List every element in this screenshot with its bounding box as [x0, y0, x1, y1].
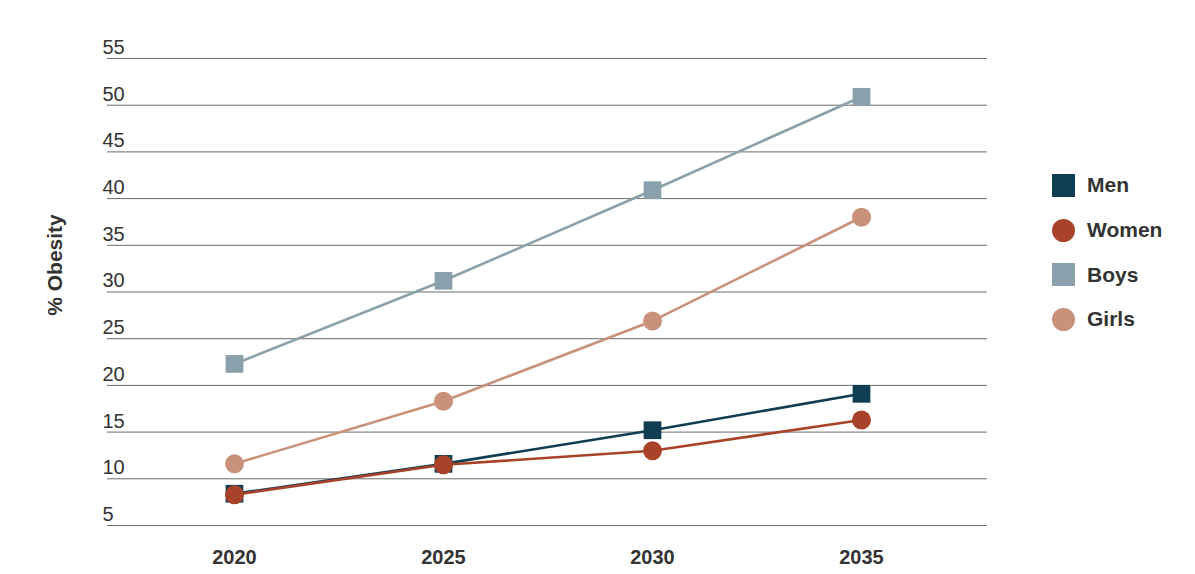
svg-text:20: 20: [103, 363, 125, 385]
html-text:Men: Men: [1087, 173, 1129, 197]
svg-text:35: 35: [103, 223, 125, 245]
svg-text:2030: 2030: [630, 546, 675, 568]
svg-text:25: 25: [103, 316, 125, 338]
svg-text:10: 10: [103, 456, 125, 478]
html-text:Women: Women: [1087, 218, 1163, 241]
svg-text:55: 55: [103, 36, 125, 58]
svg-text:15: 15: [103, 410, 125, 432]
svg-text:5: 5: [103, 503, 114, 525]
svg-text:2025: 2025: [421, 546, 466, 568]
html-text:Boys: Boys: [1087, 262, 1139, 286]
svg-text:45: 45: [103, 129, 125, 151]
html-text:% Obesity: % Obesity: [43, 214, 66, 316]
svg-text:2020: 2020: [212, 546, 257, 568]
svg-text:50: 50: [103, 83, 125, 105]
html-text:Girls: Girls: [1087, 307, 1135, 331]
svg-text:2035: 2035: [839, 546, 884, 568]
svg-text:30: 30: [103, 269, 125, 291]
svg-text:40: 40: [103, 176, 125, 198]
